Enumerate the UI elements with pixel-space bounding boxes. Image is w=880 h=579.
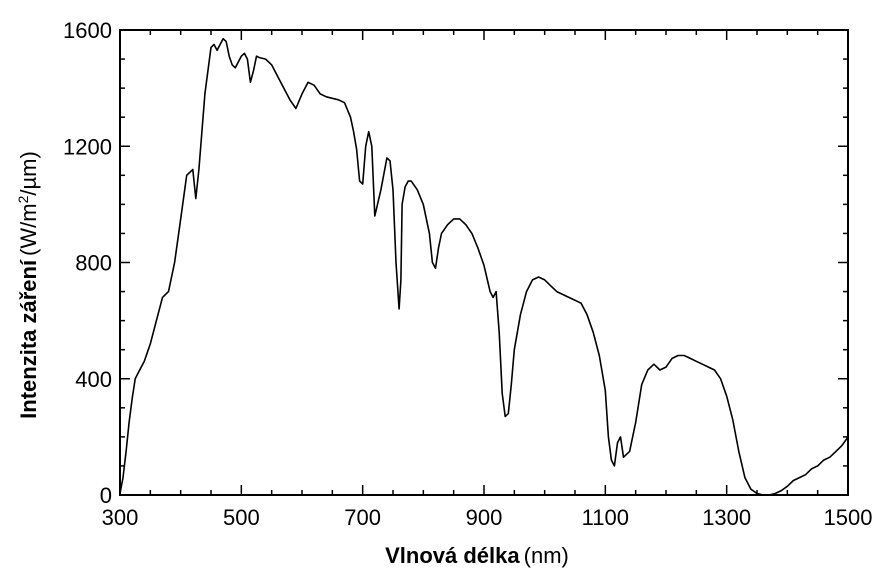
x-tick-label: 1300 [702,505,751,530]
y-tick-label: 400 [75,367,112,392]
x-axis-label-unit: (nm) [524,543,569,568]
plot-frame [119,29,849,496]
x-axis-label: Vlnová délka (nm) [385,543,569,568]
x-axis-label-main: Vlnová délka [385,543,520,568]
spectrum-line [119,37,849,496]
plot-area: 300 500 700 900 1100 1300 1500 0 400 800 1200 1600 [63,18,872,530]
y-axis-label-unit: (W/m [16,203,41,256]
y-tick-label: 800 [75,251,112,276]
y-tick-label: 1200 [63,134,112,159]
y-axis-label-unit-end: /µm) [16,151,41,195]
y-axis-label-main: Intenzita záření [16,259,41,419]
x-tick-label: 500 [223,505,260,530]
x-tick-label: 1100 [582,505,629,530]
y-tick-label: 0 [100,483,112,508]
x-tick-label: 1500 [824,505,873,530]
y-axis-label-sup: 2 [15,195,31,203]
x-tick-label: 300 [102,505,139,530]
x-tick-label: 900 [466,505,503,530]
y-tick-label: 1600 [63,18,112,43]
y-axis-label: Intenzita záření (W/m2/µm) [15,151,41,419]
x-tick-label: 700 [344,505,381,530]
